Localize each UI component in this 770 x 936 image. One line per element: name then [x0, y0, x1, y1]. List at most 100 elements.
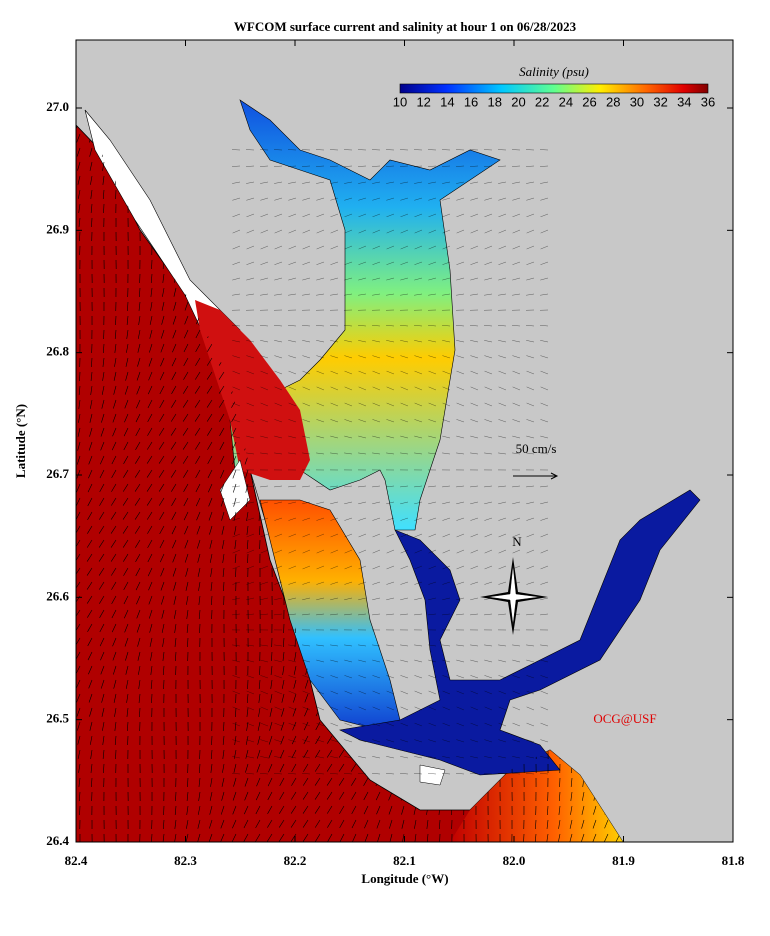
vector	[260, 419, 269, 423]
vector	[123, 581, 129, 591]
vector	[428, 722, 437, 727]
vector	[344, 517, 353, 521]
vector	[386, 597, 395, 601]
vector	[198, 581, 201, 591]
vector	[76, 707, 81, 717]
vector	[316, 756, 325, 759]
vector	[274, 386, 283, 391]
vector	[210, 567, 213, 577]
vector	[232, 659, 241, 663]
vector	[526, 340, 535, 343]
vector	[232, 517, 241, 521]
vector	[386, 213, 395, 218]
vector	[232, 644, 241, 647]
vector	[246, 517, 255, 521]
vector	[326, 749, 333, 758]
vector	[344, 485, 353, 488]
vector	[526, 435, 535, 439]
vector	[302, 675, 311, 679]
vector	[540, 229, 549, 234]
vector	[442, 613, 451, 616]
vector	[428, 197, 437, 201]
vector	[77, 735, 81, 745]
vector	[414, 517, 423, 521]
vector	[400, 659, 409, 663]
vector	[288, 501, 297, 505]
vector	[255, 805, 261, 815]
vector	[442, 533, 451, 538]
vector	[232, 213, 241, 218]
vector	[274, 659, 283, 663]
vector	[260, 659, 269, 663]
vector	[90, 385, 93, 395]
vector	[149, 623, 153, 633]
vector	[414, 675, 423, 679]
vector	[302, 549, 311, 554]
vector	[386, 325, 395, 327]
x-tick-label: 82.2	[284, 853, 307, 868]
vector	[442, 501, 451, 505]
vector	[428, 581, 437, 585]
vector	[288, 452, 297, 455]
vector	[526, 722, 535, 727]
vector	[386, 386, 395, 391]
vector	[246, 581, 255, 585]
vector	[151, 693, 153, 704]
vector	[484, 435, 493, 439]
vector	[512, 419, 521, 423]
vector	[303, 721, 309, 731]
vector	[246, 325, 255, 327]
vector	[233, 777, 237, 787]
vector	[400, 549, 409, 554]
vector	[274, 325, 283, 327]
vector	[400, 533, 409, 538]
vector	[288, 690, 297, 695]
vector	[372, 722, 381, 727]
vector	[171, 371, 177, 381]
vector	[160, 357, 165, 367]
vector	[114, 329, 117, 339]
vector	[540, 261, 549, 265]
vector	[90, 189, 93, 199]
vector	[137, 651, 141, 661]
vector	[372, 181, 381, 184]
vector	[400, 565, 409, 570]
colorbar-tick-label: 16	[464, 94, 478, 109]
vector	[498, 533, 507, 538]
vector	[316, 452, 325, 455]
vector	[208, 833, 213, 842]
vector	[470, 756, 479, 759]
vector	[540, 722, 549, 727]
vector	[260, 213, 269, 218]
vector	[442, 325, 451, 327]
vector	[148, 357, 153, 367]
vector	[234, 539, 237, 549]
vector	[150, 651, 153, 661]
vector	[498, 581, 507, 585]
vector	[470, 690, 479, 695]
vector	[330, 533, 339, 538]
vector	[344, 213, 353, 218]
vector	[330, 613, 339, 616]
vector	[174, 819, 177, 829]
vector	[540, 452, 549, 455]
vector	[442, 452, 451, 455]
vector	[195, 343, 201, 353]
vector	[540, 213, 549, 218]
vector	[330, 370, 339, 375]
vector	[401, 819, 405, 829]
vector	[246, 355, 255, 359]
vector	[195, 357, 201, 366]
vector	[330, 277, 339, 281]
vector	[400, 485, 409, 488]
vector	[99, 469, 105, 479]
vector	[139, 707, 141, 717]
vector	[540, 706, 549, 711]
vector	[235, 567, 237, 578]
vector	[232, 675, 241, 679]
vector	[400, 402, 409, 407]
vector	[246, 659, 255, 663]
vector	[76, 125, 81, 129]
vector	[442, 773, 451, 775]
vector	[183, 483, 189, 492]
